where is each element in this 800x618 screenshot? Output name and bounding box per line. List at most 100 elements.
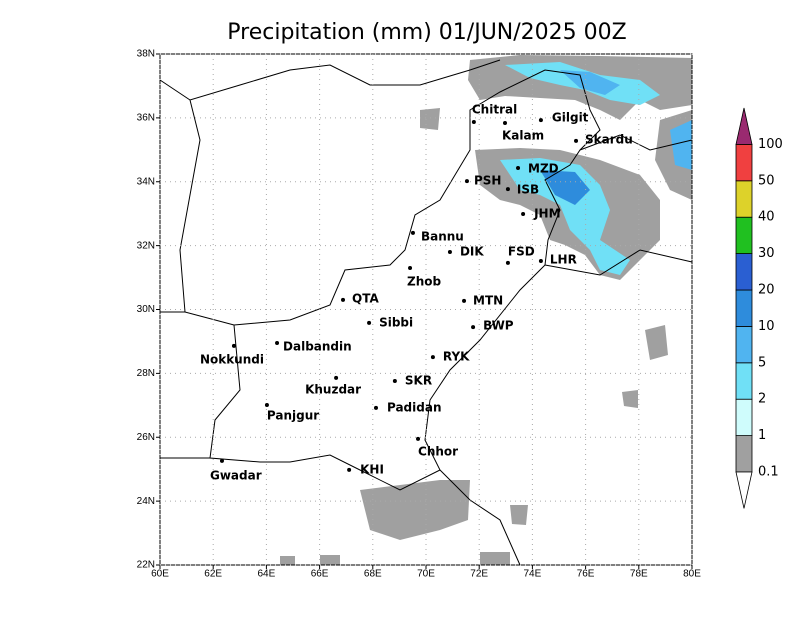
city-label: BWP: [483, 319, 514, 333]
city-dot: [430, 355, 435, 360]
city-dot: [574, 138, 579, 143]
city-label: Bannu: [421, 229, 464, 243]
colorbar-segment: [735, 180, 753, 218]
precip-area: [645, 325, 668, 360]
x-tick-label: 76E: [577, 569, 595, 580]
city-label: JHM: [533, 207, 560, 221]
borders: [159, 59, 693, 566]
x-tick-label: 66E: [311, 569, 329, 580]
city-dot: [471, 325, 476, 330]
city-label: Panjgur: [267, 408, 319, 422]
city-dot: [219, 458, 224, 463]
precip-area: [360, 480, 470, 540]
city-label: Zhob: [407, 274, 441, 288]
city-dot: [516, 166, 521, 171]
y-tick-label: 30N: [137, 304, 155, 315]
city-dot: [392, 379, 397, 384]
x-tick-label: 64E: [258, 569, 276, 580]
colorbar-segment: [735, 143, 753, 182]
border: [160, 311, 235, 326]
x-tick-label: 60E: [151, 569, 169, 580]
precip-area: [500, 158, 630, 275]
city-label: DIK: [460, 245, 484, 259]
precip-area: [670, 120, 692, 170]
colorbar-high: [735, 107, 753, 145]
x-tick-label: 78E: [630, 569, 648, 580]
city-dot: [538, 258, 543, 263]
x-tick-label: 72E: [470, 569, 488, 580]
border: [179, 99, 201, 313]
border: [579, 134, 693, 151]
border: [544, 249, 693, 276]
city-dot: [341, 297, 346, 302]
precip-area: [540, 170, 590, 205]
x-tick-label: 70E: [417, 569, 435, 580]
city-label: Sibbi: [379, 315, 413, 329]
y-tick-label: 36N: [137, 113, 155, 124]
precip-area: [510, 505, 528, 525]
y-tick-label: 26N: [137, 432, 155, 443]
colorbar-segment: [735, 362, 753, 400]
city-label: Gilgit: [552, 111, 589, 125]
colorbar-label: 20: [758, 283, 775, 298]
colorbar-label: 40: [758, 210, 775, 225]
y-tick-label: 22N: [137, 560, 155, 571]
x-tick-label: 80E: [683, 569, 701, 580]
city-label: PSH: [474, 174, 501, 188]
precip-area: [560, 70, 620, 95]
x-tick-label: 74E: [524, 569, 542, 580]
city-dot: [505, 187, 510, 192]
city-label: Dalbandin: [283, 340, 352, 354]
city-label: Padidan: [387, 400, 442, 414]
colorbar-label: 2: [758, 392, 766, 407]
city-label: QTA: [352, 291, 379, 305]
city-dot: [231, 343, 236, 348]
city-label: Kalam: [502, 128, 544, 142]
city-dot: [447, 250, 452, 255]
city-dot: [505, 260, 510, 265]
city-dot: [521, 212, 526, 217]
coastline: [439, 469, 521, 566]
colorbar-segment: [735, 435, 753, 473]
border: [159, 59, 501, 101]
colorbar-segment: [735, 216, 753, 254]
city-label: SKR: [405, 374, 432, 388]
city-dot: [464, 179, 469, 184]
city-dot: [408, 265, 413, 270]
y-tick-label: 38N: [137, 49, 155, 60]
city-label: ISB: [517, 183, 539, 197]
y-tick-label: 28N: [137, 368, 155, 379]
city-label: Gwadar: [210, 468, 262, 482]
colorbar-label: 100: [758, 137, 783, 152]
city-label: Nokkundi: [200, 352, 264, 366]
colorbar-label: 5: [758, 355, 766, 370]
chart-title: Precipitation (mm) 01/JUN/2025 00Z: [227, 20, 626, 45]
city-dot: [538, 118, 543, 123]
city-dot: [373, 405, 378, 410]
colorbar-segment: [735, 289, 753, 327]
city-label: MZD: [528, 162, 559, 176]
city-dot: [462, 298, 467, 303]
colorbar-low: [735, 471, 753, 509]
city-dot: [264, 402, 269, 407]
colorbar-label: 0.1: [758, 465, 779, 480]
city-label: Skardu: [585, 132, 633, 146]
city-label: MTN: [473, 293, 503, 307]
city-label: Khuzdar: [305, 382, 361, 396]
precip-area: [420, 108, 440, 130]
colorbar-segment: [735, 325, 753, 364]
x-tick-label: 62E: [204, 569, 222, 580]
city-dot: [334, 375, 339, 380]
y-tick-label: 24N: [137, 496, 155, 507]
city-dot: [503, 120, 508, 125]
city-label: Chhor: [418, 444, 458, 458]
city-label: RYK: [443, 350, 470, 364]
precip-area: [280, 552, 510, 565]
city-dot: [367, 320, 372, 325]
colorbar-label: 10: [758, 319, 775, 334]
colorbar-label: 1: [758, 428, 766, 443]
y-tick-label: 34N: [137, 176, 155, 187]
city-dot: [275, 341, 280, 346]
city-dot: [410, 230, 415, 235]
colorbar-segment: [735, 253, 753, 291]
